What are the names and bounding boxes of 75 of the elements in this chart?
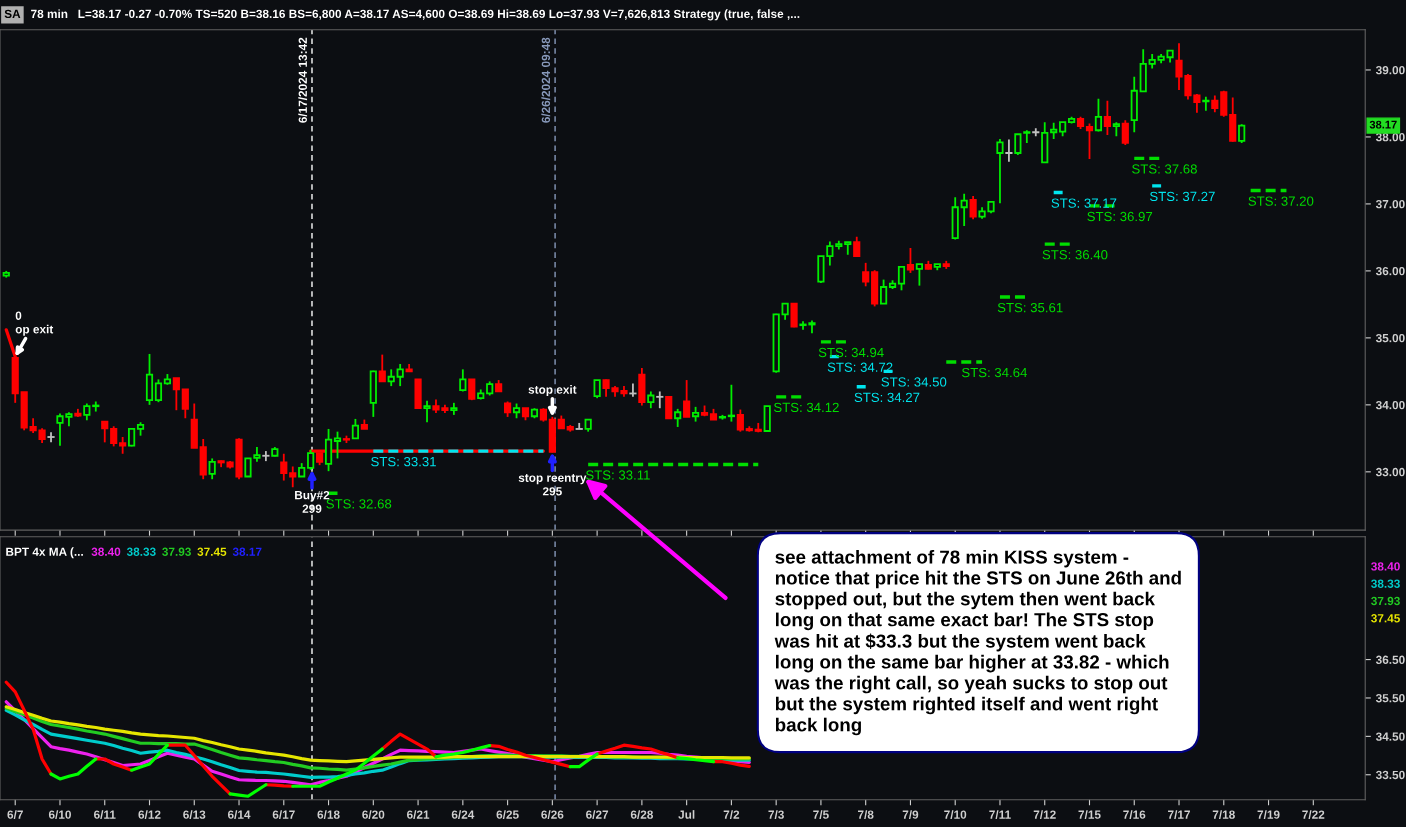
text: 37.93 [162, 547, 191, 556]
x-tick-label: 7/15 [1078, 810, 1101, 819]
x-tick-label: 7/5 [813, 810, 829, 819]
data-label: STS: 36.40 [1042, 250, 1108, 260]
data-label: STS: 34.27 [854, 392, 920, 403]
x-tick-label: 7/18 [1212, 810, 1235, 819]
x-tick-label: 6/20 [362, 810, 385, 819]
x-tick-label: 7/16 [1123, 810, 1146, 819]
text: 38.33 [1371, 579, 1400, 588]
annotation: stop reentry 295 [518, 474, 587, 496]
text: 38.33 [126, 547, 156, 556]
data-label: STS: 34.64 [961, 367, 1028, 378]
x-tick-label: 6/12 [138, 810, 161, 819]
data-label: STS: 37.20 [1248, 196, 1314, 206]
text: 37.93 [1371, 596, 1400, 606]
data-label: STS: 34.50 [881, 377, 947, 387]
x-tick-label: 6/24 [451, 810, 475, 819]
x-tick-label: 7/8 [857, 810, 874, 819]
x-tick-label: 6/10 [48, 810, 71, 819]
text: 38.17 [1369, 120, 1397, 129]
x-tick-label: 6/28 [630, 810, 654, 819]
y-tick-label: 34.00 [1375, 400, 1405, 410]
y-tick-label: 36.00 [1375, 266, 1405, 276]
data-label: STS: 34.94 [818, 347, 884, 358]
x-tick-label: 6/18 [317, 810, 340, 819]
y-tick-label: 36.50 [1375, 655, 1405, 664]
text: SA [4, 9, 21, 19]
x-tick-label: 7/10 [944, 810, 967, 819]
annotation: stop exit [528, 385, 577, 397]
x-tick-label: 7/9 [902, 810, 919, 819]
annotation: 6/17/2024 13:42 [298, 37, 308, 123]
annotation: 38.17 [232, 547, 262, 556]
x-tick-label: 6/27 [586, 810, 609, 819]
y-tick-label: 39.00 [1375, 65, 1405, 75]
annotation: 0 op exit [15, 311, 54, 336]
annotation: 6/26/2024 09:48 [541, 37, 551, 123]
text: 37.45 [197, 547, 227, 556]
y-tick-label: 33.00 [1375, 467, 1405, 477]
text: 38.40 [1371, 562, 1400, 571]
y-tick-label: 35.50 [1375, 694, 1405, 703]
data-label: STS: 37.27 [1149, 191, 1215, 202]
data-label: STS: 36.97 [1087, 211, 1153, 222]
x-tick-label: 7/19 [1257, 810, 1280, 819]
x-tick-label: 7/11 [989, 810, 1011, 819]
y-tick-label: 35.00 [1375, 333, 1405, 343]
data-label: STS: 37.68 [1132, 164, 1197, 174]
x-tick-label: 6/11 [94, 810, 116, 819]
x-tick-label: 7/3 [768, 810, 784, 819]
x-tick-label: 7/22 [1302, 810, 1325, 819]
data-label: STS: 37.17 [1051, 198, 1117, 208]
x-tick-label: 7/2 [723, 810, 740, 819]
x-tick-label: 6/21 [407, 810, 430, 819]
chart-title: 78 min [31, 9, 68, 19]
text: BPT 4x MA (... [6, 547, 83, 559]
text: 37.45 [1371, 614, 1400, 623]
x-tick-label: Jul [678, 810, 695, 819]
y-tick-label: 33.50 [1375, 770, 1405, 780]
data-label: STS: 34.12 [773, 402, 839, 413]
data-label: STS: 35.61 [997, 302, 1063, 313]
chart-subtitle: L=38.17 -0.27 -0.70% TS=520 B=38.16 BS=6,800 A=38.17 AS=4,600 O=38.69 Hi=38.69 Lo=37.93 V=7,626,813 Strategy (true, false ,... [78, 9, 800, 21]
y-tick-label: 37.00 [1375, 199, 1405, 209]
x-tick-label: 7/12 [1033, 810, 1056, 819]
text: see attachment of 78 min KISS system - notice that price hit the STS on June 26th and stopped out, but the sytem then went back long on that same exact bar! The STS stop was hit at $33.3 but the system went back long on the same bar higher at 33.82 - which was the right call, so yeah sucks to stop out but the system righted itself and went right back long [774, 549, 1181, 736]
text: 38.40 [91, 547, 121, 556]
x-tick-label: 6/14 [227, 810, 251, 819]
x-tick-label: 6/25 [496, 810, 519, 819]
x-tick-label: 7/17 [1168, 810, 1190, 819]
x-tick-label: 6/17 [272, 810, 295, 819]
data-label: STS: 33.11 [585, 470, 650, 480]
data-label: STS: 33.31 [371, 456, 436, 467]
y-tick-label: 38.00 [1375, 132, 1405, 142]
x-tick-label: 6/7 [7, 810, 23, 819]
y-tick-label: 34.50 [1375, 732, 1405, 741]
x-tick-label: 6/26 [541, 810, 564, 819]
x-tick-label: 6/13 [183, 810, 206, 819]
